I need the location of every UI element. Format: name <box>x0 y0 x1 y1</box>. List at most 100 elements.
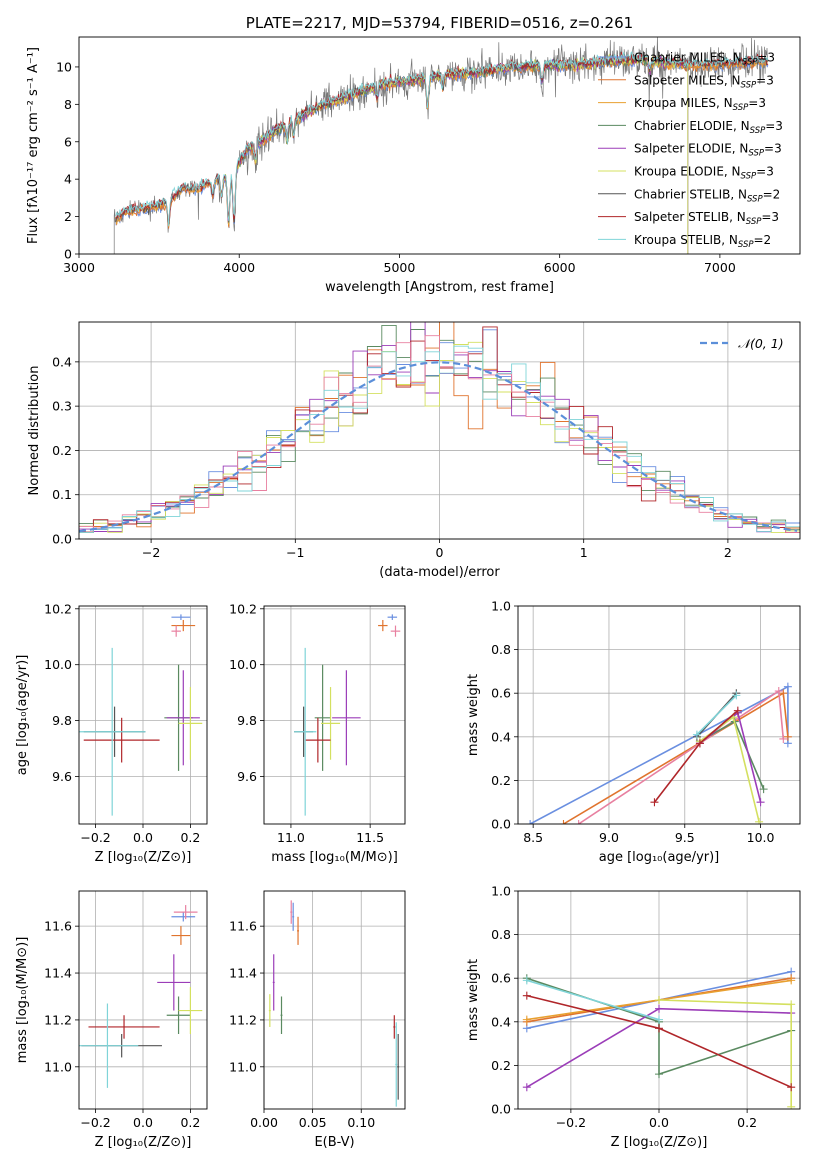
y-tick-label: 0.3 <box>52 399 72 414</box>
y-tick-label: 0.8 <box>491 927 511 942</box>
data-point <box>166 996 191 1034</box>
x-tick-label: 5000 <box>384 260 416 275</box>
data-point <box>157 954 191 1011</box>
x-tick-label: 0.05 <box>299 1115 327 1130</box>
legend-tail: =3 <box>761 210 779 224</box>
x-tick-label: 0.0 <box>649 1115 669 1130</box>
legend-label: Salpeter ELODIE, N <box>634 142 748 156</box>
y-axis-label: age [log₁₀(age/yr)] <box>15 655 30 776</box>
data-point <box>321 687 341 760</box>
legend-entry: Kroupa STELIB, NSSP=2 <box>634 233 771 250</box>
histogram-kroupa_stelib <box>79 345 800 533</box>
legend-sub: SSP <box>747 194 763 204</box>
legend-sub: SSP <box>741 80 757 90</box>
legend-tail: =3 <box>756 73 774 87</box>
grid <box>263 891 405 1109</box>
y-tick-label: 9.8 <box>52 713 72 728</box>
y-tick-label: 10.0 <box>44 657 72 672</box>
y-tick-label: 11.2 <box>229 1012 257 1027</box>
panel-6: −0.2 0.0 0.2 11.0 11.2 11.4 11.6 Z [log₁₀(Z/Z⊙)… <box>15 890 208 1150</box>
data-point <box>378 619 388 632</box>
panel-5: 8.5 9.0 9.5 10.0 0.0 0.2 0.4 0.6 0.8 1.0 age [log₁… <box>466 599 801 865</box>
legend-label: Chabrier MILES, N <box>634 51 742 65</box>
data-marker <box>522 1083 531 1092</box>
x-tick-label: 11.0 <box>277 830 305 845</box>
x-tick-label: −1 <box>286 545 304 560</box>
chart-title: PLATE=2217, MJD=53794, FIBERID=0516, z=0… <box>246 14 633 32</box>
x-tick-label: 4000 <box>223 260 255 275</box>
legend-sub: SSP <box>741 172 757 182</box>
series-extra_pink <box>574 687 788 824</box>
grid <box>264 606 405 824</box>
y-tick-label: 0.4 <box>491 729 511 744</box>
y-tick-label: 11.6 <box>229 919 257 934</box>
panel-7: 0.00 0.05 0.10 11.0 11.2 11.4 11.6 E(B-V) <box>229 890 406 1150</box>
y-axis-label: mass weight <box>466 959 481 1041</box>
data-marker <box>755 817 764 824</box>
legend-sub: SSP <box>733 103 749 113</box>
data-point <box>314 664 331 771</box>
y-tick-label: 0.0 <box>491 817 511 832</box>
legend-label: Kroupa MILES, N <box>634 96 733 110</box>
data-point <box>166 670 200 766</box>
y-tick-label: 10 <box>56 59 72 74</box>
x-tick-label: 0.2 <box>180 830 200 845</box>
y-tick-label: 11.4 <box>229 966 257 981</box>
series-line <box>526 979 660 1021</box>
data-marker <box>650 798 659 807</box>
data-marker <box>655 996 663 1004</box>
x-tick-label: 0.2 <box>737 1115 757 1130</box>
y-tick-label: 1.0 <box>491 884 511 899</box>
x-tick-label: 0.2 <box>180 1115 200 1130</box>
data-marker <box>655 1004 663 1013</box>
y-tick-label: 11.4 <box>44 966 72 981</box>
y-tick-label: 10.0 <box>229 657 257 672</box>
y-tick-label: 0.4 <box>52 354 72 369</box>
y-tick-label: 11.0 <box>44 1059 72 1074</box>
grid <box>79 606 207 824</box>
legend-tail: =3 <box>757 51 775 65</box>
y-tick-label: 0.2 <box>491 773 511 788</box>
y-tick-label: 9.8 <box>237 713 257 728</box>
plot-area <box>79 905 203 1088</box>
y-axis-label: Flux [fλ10⁻¹⁷ erg cm⁻² s⁻¹ A⁻¹] <box>26 47 41 244</box>
x-axis-label: Z [log₁₀(Z/Z⊙)] <box>611 1135 708 1150</box>
legend-entry: Chabrier MILES, NSSP=3 <box>634 51 775 68</box>
data-point <box>297 916 300 945</box>
data-point <box>171 912 196 922</box>
legend-label: Salpeter MILES, N <box>634 73 741 87</box>
data-point <box>79 1003 139 1088</box>
legend-tail: =3 <box>765 119 783 133</box>
y-tick-label: 8 <box>64 97 72 112</box>
axes-frame <box>78 321 801 540</box>
x-axis-label: (data-model)/error <box>379 565 500 580</box>
axes-frame <box>78 605 208 825</box>
x-tick-label: −0.2 <box>556 1115 586 1130</box>
y-tick-label: 0.0 <box>491 1102 511 1117</box>
x-tick-label: 8.5 <box>523 830 543 845</box>
model-spectrum-chab_elodie <box>223 53 689 254</box>
data-point <box>397 1033 400 1100</box>
plot-area <box>113 37 769 254</box>
y-tick-label: 0.4 <box>491 1014 511 1029</box>
data-marker <box>756 798 765 807</box>
y-tick-label: 0.8 <box>491 642 511 657</box>
data-marker <box>655 1070 663 1079</box>
x-tick-label: −0.2 <box>80 830 110 845</box>
panel-1: 3000 4000 5000 6000 7000 0 2 4 6 8 10 wavelength [A… <box>26 14 801 295</box>
legend-tail: =2 <box>754 233 772 247</box>
panel-8: −0.2 0.0 0.2 0.0 0.2 0.4 0.6 0.8 1.0 Z [log₁₀(Z/Z… <box>466 884 801 1150</box>
data-point <box>171 926 191 945</box>
legend-label: Kroupa ELODIE, N <box>634 165 741 179</box>
x-tick-label: 0.0 <box>133 1115 153 1130</box>
axes-frame <box>263 890 406 1110</box>
data-marker <box>692 730 701 739</box>
plot-area <box>79 614 203 816</box>
series-salp_stelib <box>650 706 742 807</box>
data-point <box>88 1015 160 1039</box>
model-spectrum-kroupa_stelib <box>115 51 769 227</box>
legend-sub: SSP <box>748 149 764 159</box>
data-point <box>395 1022 398 1107</box>
